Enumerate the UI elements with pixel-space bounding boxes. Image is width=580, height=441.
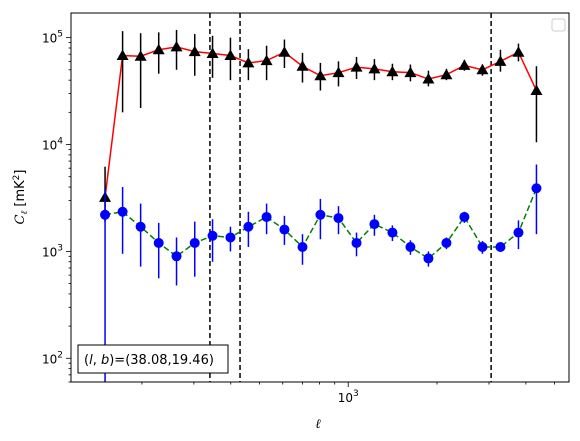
data-point [458, 59, 471, 70]
data-point [100, 209, 111, 220]
data-point [243, 221, 254, 232]
data-point [423, 253, 434, 264]
data-point [170, 40, 183, 52]
data-point [278, 46, 291, 57]
data-point [441, 237, 452, 248]
y-tick-label: 103 [42, 243, 63, 259]
data-point [351, 237, 362, 248]
data-point [260, 54, 273, 66]
data-point [422, 73, 435, 84]
data-point [440, 68, 453, 80]
data-point [476, 63, 489, 75]
svg-text:Cℓ [mK2]: Cℓ [mK2] [12, 170, 30, 225]
y-tick-label: 105 [42, 30, 63, 46]
y-axis-unit-sup: 2 [12, 175, 22, 181]
data-point [404, 66, 417, 78]
y-axis-subscript: ℓ [20, 211, 30, 215]
data-point [405, 241, 416, 252]
data-point [171, 251, 182, 262]
data-point [495, 241, 506, 252]
data-point [315, 209, 326, 220]
data-point [368, 62, 381, 74]
data-point [207, 230, 218, 241]
y-tick-label: 102 [42, 350, 63, 366]
y-axis-unit-open: [mK [13, 180, 28, 211]
data-point [224, 49, 237, 61]
data-point [279, 224, 290, 235]
x-axis-label-text: ℓ [315, 417, 321, 432]
data-point [206, 47, 219, 59]
data-point [297, 241, 308, 252]
data-point [225, 232, 236, 243]
data-point [386, 65, 399, 77]
data-point [117, 206, 128, 217]
data-point [296, 60, 309, 71]
y-axis-label: Cℓ [mK2] [12, 170, 30, 225]
annotation-box: (l, b)=(38.08,19.46) [77, 344, 229, 374]
data-point [494, 55, 507, 66]
axis-labels: 102 103 104 105 103 [42, 30, 359, 405]
plot-area [99, 13, 543, 382]
x-tick-label: 103 [338, 389, 359, 405]
data-point [369, 219, 380, 230]
data-point [152, 43, 165, 55]
data-point [531, 183, 542, 194]
data-point [459, 211, 470, 222]
legend-box [551, 18, 566, 32]
y-tick-label: 104 [42, 137, 63, 153]
data-point [189, 237, 200, 248]
data-point [314, 69, 327, 81]
x-axis-label: ℓ [315, 417, 321, 432]
legend [551, 18, 566, 32]
annotation-text: (l, b)=(38.08,19.46) [84, 353, 214, 368]
annotation-frame [77, 344, 229, 374]
plot-clipped-group [99, 13, 543, 382]
data-point [387, 227, 398, 238]
data-point [530, 84, 543, 96]
data-point [513, 227, 524, 238]
data-point [242, 56, 255, 68]
data-point [350, 61, 363, 72]
data-point [332, 66, 345, 78]
y-axis-symbol: C [13, 214, 28, 224]
data-point [135, 221, 146, 232]
data-point [153, 237, 164, 248]
data-point [116, 49, 129, 61]
data-point [477, 241, 488, 252]
data-point [261, 211, 272, 222]
data-point [134, 50, 147, 61]
data-point [512, 46, 525, 57]
data-point [188, 45, 201, 57]
data-point [333, 213, 344, 224]
axis-ticks [66, 37, 555, 387]
y-axis-unit-close: ] [13, 170, 28, 175]
